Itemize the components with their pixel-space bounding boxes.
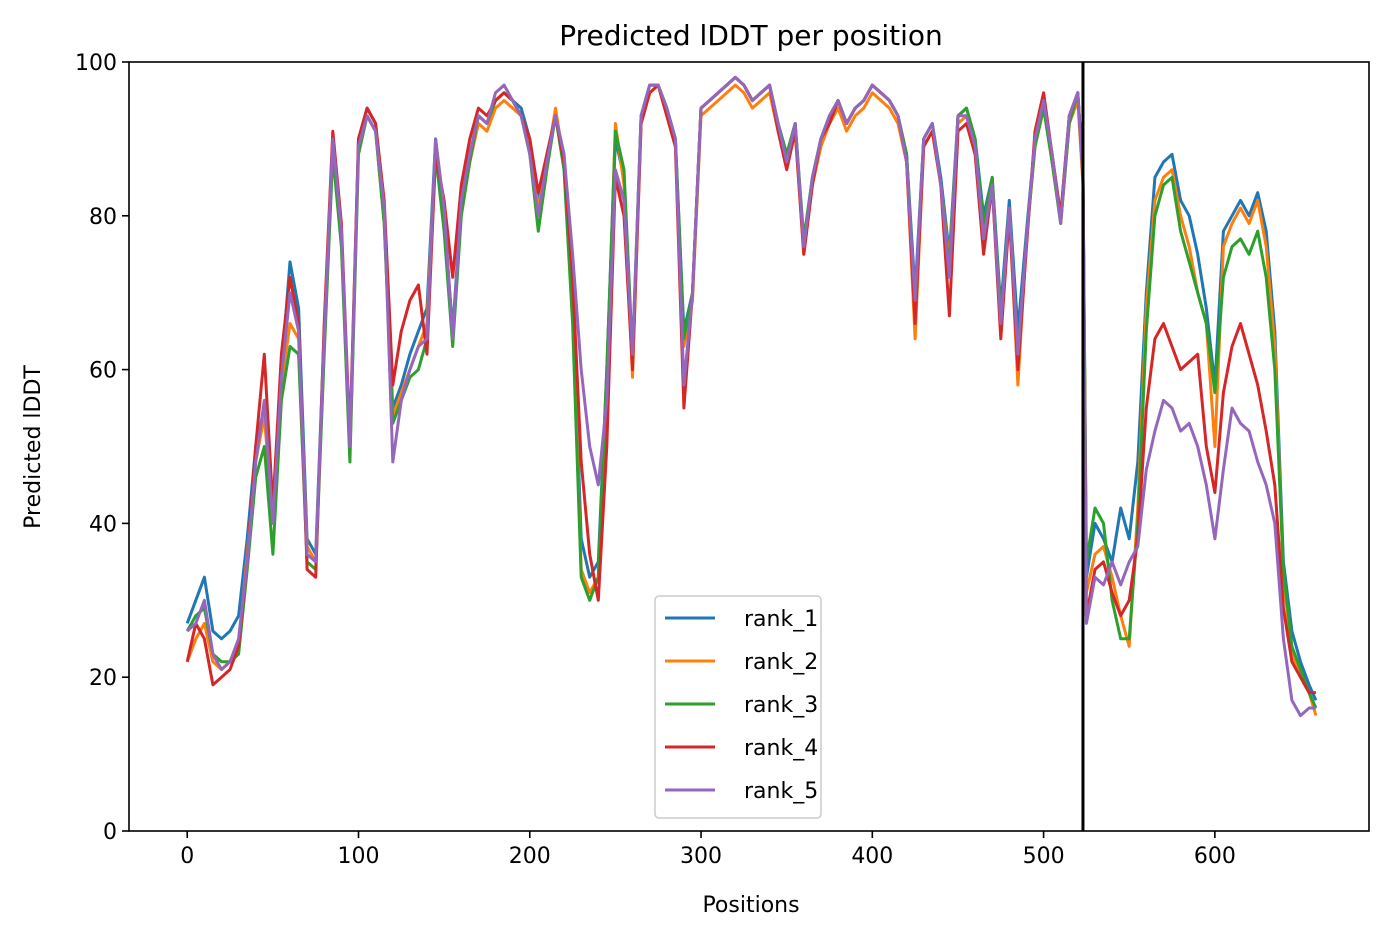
x-tick-label: 300 [680, 844, 722, 869]
y-tick-label: 40 [89, 512, 117, 537]
series-line-rank_5 [186, 75, 1316, 718]
plot-frame [128, 61, 1370, 832]
legend-label-rank_4: rank_4 [744, 736, 818, 761]
y-tick-label: 80 [89, 205, 117, 230]
y-axis-title: Predicted lDDT [21, 365, 46, 529]
x-axis-title: Positions [702, 893, 799, 918]
y-tick-label: 20 [89, 666, 117, 691]
legend-label-rank_5: rank_5 [744, 779, 818, 804]
legend: rank_1 rank_2 rank_3 rank_4 rank_5 [654, 595, 822, 819]
legend-box [654, 595, 822, 819]
legend-label-rank_3: rank_3 [744, 693, 818, 718]
x-tick-label: 600 [1194, 844, 1236, 869]
y-tick-label: 100 [75, 51, 117, 76]
legend-label-rank_2: rank_2 [744, 650, 818, 675]
x-tick-label: 100 [338, 844, 380, 869]
x-tick-label: 0 [180, 844, 194, 869]
y-tick-label: 60 [89, 359, 117, 384]
x-tick-label: 500 [1023, 844, 1065, 869]
axis-layer: 0 100 200 300 400 500 600 0 20 40 60 80 100 [75, 51, 1370, 869]
chart-title: Predicted lDDT per position [559, 19, 943, 52]
series-layer [185, 75, 1318, 718]
x-tick-label: 200 [509, 844, 551, 869]
y-tick-label: 0 [103, 820, 117, 845]
x-tick-label: 400 [851, 844, 893, 869]
legend-label-rank_1: rank_1 [744, 607, 818, 632]
